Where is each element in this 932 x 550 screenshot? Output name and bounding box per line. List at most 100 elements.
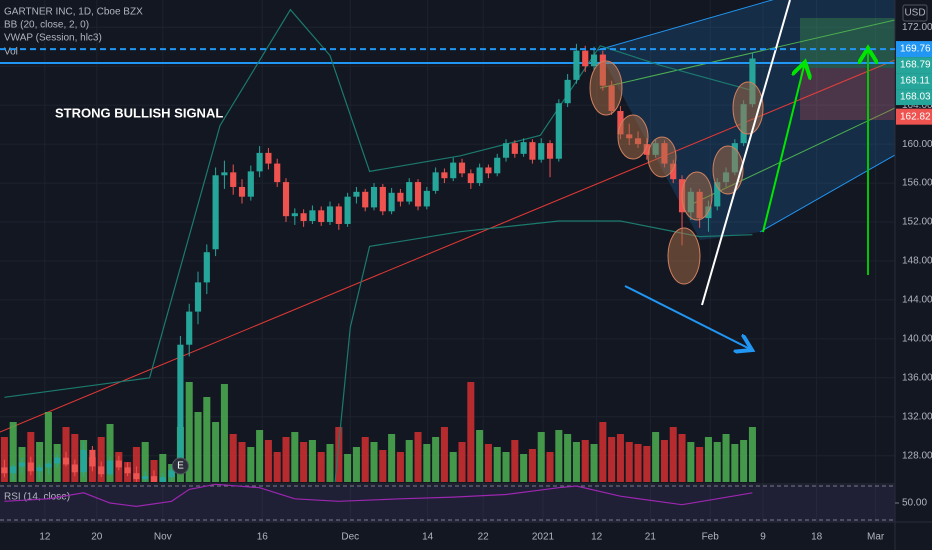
highlight-circle: [681, 171, 713, 221]
candle-body: [282, 182, 290, 217]
volume-bar: [379, 450, 387, 482]
indicator-label: VWAP (Session, hlc3): [4, 33, 102, 44]
volume-bar: [106, 424, 114, 482]
volume-bar: [238, 442, 246, 482]
volume-bar: [572, 442, 580, 482]
rsi-line: [4, 483, 753, 508]
highlight-circle: [667, 227, 701, 285]
x-tick-label: Nov: [154, 532, 172, 543]
x-tick-label: 14: [422, 532, 434, 543]
volume-bar: [396, 452, 404, 482]
candle-body: [335, 206, 342, 224]
x-tick-label: 21: [645, 532, 657, 543]
x-tick-label: 16: [257, 532, 269, 543]
volume-bar: [502, 452, 510, 482]
y-tick-label: 152.00: [902, 217, 932, 228]
volume-bar: [264, 440, 272, 482]
price-badge-label: 168.11: [900, 76, 930, 87]
candle-body: [520, 142, 527, 154]
volume-bar: [300, 442, 308, 482]
candle-body: [124, 467, 131, 474]
candle-body: [555, 103, 562, 159]
volume-bar: [9, 422, 17, 482]
candle-body: [670, 163, 677, 180]
candle-body: [238, 186, 246, 197]
volume-bar: [599, 422, 607, 482]
volume-bar: [370, 442, 378, 482]
candle-body: [168, 470, 175, 478]
y-tick-label: 132.00: [902, 411, 932, 422]
volume-bar: [678, 434, 686, 482]
candle-body: [150, 476, 158, 482]
candle-body: [142, 476, 149, 480]
candle-body: [89, 449, 96, 467]
volume-bar: [71, 434, 79, 482]
volume-bar: [203, 397, 211, 482]
x-tick-label: 22: [478, 532, 490, 543]
y-tick-label: 164.00: [902, 100, 932, 111]
volume-bar: [740, 440, 748, 482]
price-badge-label: 169.76: [900, 44, 931, 55]
stop-zone: [800, 68, 895, 120]
candle-body: [397, 192, 404, 202]
volume-bar: [440, 427, 448, 482]
candle-body: [643, 144, 650, 155]
volume-bar: [423, 444, 431, 482]
candle-body: [450, 162, 457, 179]
highlight-circle: [712, 145, 744, 195]
candle-body: [388, 192, 395, 212]
earnings-label: E: [177, 461, 184, 472]
candle-body: [590, 54, 598, 67]
x-tick-label: 12: [39, 532, 51, 543]
volume-bar: [731, 444, 739, 482]
candle-body: [423, 190, 430, 207]
volume-bar: [590, 444, 598, 482]
price-badge-label: 168.79: [900, 60, 931, 71]
target-zone: [800, 18, 895, 68]
candle-body: [344, 196, 351, 224]
volume-bar: [344, 454, 352, 482]
x-tick-label: Mar: [867, 532, 885, 543]
volume-bar: [581, 440, 589, 482]
volume-bar: [616, 434, 624, 482]
price-badge: [896, 108, 932, 125]
volume-bar: [273, 452, 281, 482]
highlight-circle: [617, 114, 649, 160]
price-badge-label: 168.03: [900, 92, 931, 103]
candle-body: [353, 191, 360, 197]
volume-bar: [326, 444, 334, 482]
x-tick-label: 9: [760, 532, 766, 543]
candle-body: [318, 210, 325, 223]
volume-bar: [132, 447, 140, 482]
candle-body: [177, 344, 184, 464]
x-tick-label: Dec: [341, 532, 359, 543]
volume-bar: [361, 437, 369, 482]
price-badge: [896, 57, 932, 74]
volume-bar: [537, 432, 545, 482]
volume-bar: [652, 432, 660, 482]
volume-bar: [388, 434, 396, 482]
pitchfork-line: [597, 0, 774, 51]
candle-body: [458, 162, 466, 174]
price-badge-label: 162.82: [900, 111, 931, 122]
volume-bar: [282, 437, 290, 482]
volume-bar: [546, 452, 554, 482]
volume-bar: [317, 452, 325, 482]
candle-body: [300, 213, 307, 222]
volume-bar: [555, 430, 563, 482]
volume-bar: [476, 430, 484, 482]
y-tick-label: 148.00: [902, 256, 932, 267]
candle-body: [186, 311, 193, 345]
candle-body: [133, 473, 140, 480]
price-badge: [896, 41, 932, 58]
candle-body: [10, 466, 17, 474]
y-tick-label: 144.00: [902, 295, 932, 306]
candle-body: [106, 460, 114, 475]
candle-body: [582, 50, 589, 67]
volume-bar: [405, 440, 413, 482]
volume-bar: [212, 422, 220, 482]
volume-bar: [335, 427, 343, 482]
candle-body: [573, 50, 580, 80]
candle-body: [467, 173, 474, 184]
volume-bar: [308, 440, 316, 482]
